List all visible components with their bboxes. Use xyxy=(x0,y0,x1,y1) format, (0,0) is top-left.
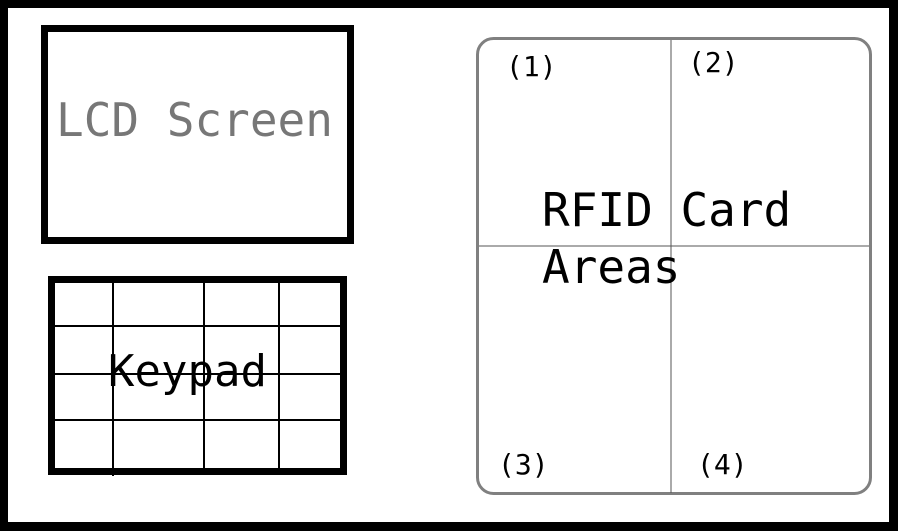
rfid-label-line1: RFID Card xyxy=(542,183,792,237)
keypad-grid xyxy=(48,276,347,476)
rfid-quadrant-2-label: (2) xyxy=(688,46,739,79)
rfid-label-line2: Areas xyxy=(542,240,681,294)
rfid-quadrant-4-label: (4) xyxy=(697,448,748,481)
rfid-quadrant-1-label: (1) xyxy=(506,50,557,83)
rfid-quadrant-3-label: (3) xyxy=(498,448,549,481)
rfid-card-area xyxy=(476,37,872,495)
lcd-screen xyxy=(41,25,354,244)
lcd-screen-label: LCD Screen xyxy=(56,93,333,147)
keypad-label: Keypad xyxy=(108,346,267,397)
